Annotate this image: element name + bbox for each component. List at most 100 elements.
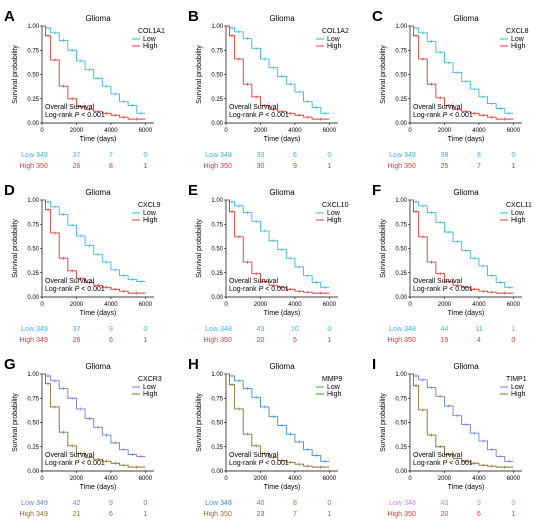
km-curve-low — [410, 199, 514, 288]
risk-count-high: 349 — [36, 511, 48, 518]
risk-count-low: 8 — [477, 152, 481, 159]
risk-table-label-low: Low — [389, 500, 403, 507]
risk-table-label-high: High — [20, 163, 35, 170]
risk-count-low: 0 — [327, 326, 331, 333]
risk-count-high: 23 — [257, 511, 265, 518]
legend-label-low: Low — [327, 384, 341, 391]
panel-title: Glioma — [453, 188, 479, 197]
panel-title: Glioma — [85, 188, 111, 197]
x-tick-label: 6000 — [139, 128, 153, 134]
risk-table-label-low: Low — [389, 152, 403, 159]
risk-table-label-high: High — [20, 511, 35, 518]
km-curve-high — [42, 25, 146, 120]
km-curve-low — [226, 373, 330, 462]
km-curve-low — [410, 25, 514, 114]
annotation-log-rank-suffix: < 0.001 — [447, 286, 473, 293]
km-curve-low — [42, 199, 146, 282]
legend-label-low: Low — [327, 210, 341, 217]
annotation-log-rank-prefix: Log-rank — [229, 460, 259, 467]
y-tick-label: 0.75 — [211, 396, 223, 402]
risk-count-low: 40 — [257, 500, 265, 507]
x-axis-label: Time (days) — [264, 484, 301, 491]
panel-letter: B — [188, 8, 199, 25]
x-tick-label: 2000 — [254, 476, 268, 482]
risk-count-high: 350 — [220, 511, 232, 518]
x-axis-label: Time (days) — [264, 136, 301, 143]
y-tick-label: 0.00 — [395, 469, 407, 475]
y-axis-label: Survival probability — [380, 45, 387, 104]
y-tick-label: 0.50 — [211, 421, 223, 427]
risk-count-high: 350 — [220, 163, 232, 170]
x-axis-label: Time (days) — [264, 310, 301, 317]
legend-gene-name: COL1A1 — [138, 28, 165, 35]
km-curve-high — [226, 199, 330, 294]
km-panel-h: H Glioma 0.00 0.25 0.50 0.75 1.00 0 2000 4000 6000… — [188, 356, 342, 518]
risk-table-label-low: Low — [205, 500, 219, 507]
risk-count-low: 37 — [73, 152, 81, 159]
risk-count-high: 26 — [73, 163, 81, 170]
y-tick-label: 1.00 — [27, 24, 39, 30]
y-tick-label: 0.00 — [395, 121, 407, 127]
risk-count-high: 350 — [404, 337, 416, 344]
annotation-log-rank-suffix: < 0.001 — [79, 286, 105, 293]
annotation-log-rank: Log-rank P < 0.001 — [45, 286, 105, 293]
risk-count-low: 0 — [511, 500, 515, 507]
annotation-log-rank: Log-rank P < 0.001 — [413, 112, 473, 119]
y-tick-label: 0.25 — [27, 271, 39, 277]
x-tick-label: 0 — [224, 128, 228, 134]
annotation-overall-survival: Overall Survival — [413, 104, 462, 111]
annotation-log-rank: Log-rank P < 0.001 — [413, 286, 473, 293]
y-tick-label: 0.25 — [211, 445, 223, 451]
risk-count-high: 1 — [327, 163, 331, 170]
y-tick-label: 1.00 — [27, 198, 39, 204]
y-tick-label: 1.00 — [395, 198, 407, 204]
y-tick-label: 0.50 — [395, 73, 407, 79]
legend-label-high: High — [327, 391, 342, 398]
risk-count-high: 19 — [441, 337, 449, 344]
annotation-overall-survival: Overall Survival — [45, 104, 94, 111]
km-curve-high — [410, 25, 514, 120]
x-tick-label: 4000 — [104, 128, 118, 134]
risk-count-low: 44 — [441, 326, 449, 333]
risk-count-low: 7 — [109, 152, 113, 159]
x-tick-label: 2000 — [70, 128, 84, 134]
km-curve-high — [42, 199, 146, 294]
legend-label-high: High — [143, 217, 158, 224]
x-tick-label: 0 — [224, 302, 228, 308]
y-tick-label: 0.00 — [395, 295, 407, 301]
legend-label-high: High — [327, 43, 342, 50]
annotation-log-rank-prefix: Log-rank — [413, 286, 443, 293]
risk-count-low: 348 — [36, 152, 48, 159]
y-axis-label: Survival probability — [12, 45, 19, 104]
risk-count-low: 349 — [36, 500, 48, 507]
risk-count-low: 0 — [327, 500, 331, 507]
x-tick-label: 2000 — [438, 476, 452, 482]
annotation-log-rank: Log-rank P < 0.001 — [45, 460, 105, 467]
legend-label-low: Low — [143, 210, 157, 217]
x-axis-label: Time (days) — [80, 484, 117, 491]
risk-count-high: 21 — [73, 511, 81, 518]
y-tick-label: 0.25 — [211, 271, 223, 277]
annotation-log-rank-suffix: < 0.001 — [263, 460, 289, 467]
y-tick-label: 0.75 — [395, 222, 407, 228]
risk-count-high: 25 — [441, 163, 449, 170]
legend-label-high: High — [327, 217, 342, 224]
y-tick-label: 0.25 — [27, 97, 39, 103]
x-tick-label: 4000 — [104, 302, 118, 308]
risk-count-low: 1 — [511, 326, 515, 333]
y-tick-label: 0.50 — [211, 247, 223, 253]
km-curve-low — [226, 25, 330, 114]
x-tick-label: 2000 — [438, 302, 452, 308]
legend-gene-name: CXCL10 — [322, 202, 349, 209]
annotation-overall-survival: Overall Survival — [45, 452, 94, 459]
risk-count-low: 348 — [220, 500, 232, 507]
annotation-log-rank-prefix: Log-rank — [229, 286, 259, 293]
annotation-overall-survival: Overall Survival — [229, 452, 278, 459]
risk-count-high: 30 — [257, 163, 265, 170]
risk-count-high: 9 — [293, 163, 297, 170]
x-tick-label: 2000 — [254, 128, 268, 134]
y-axis-label: Survival probability — [380, 393, 387, 452]
risk-table-label-high: High — [204, 511, 219, 518]
annotation-p: P — [75, 286, 80, 293]
legend-gene-name: CXCL8 — [506, 28, 529, 35]
